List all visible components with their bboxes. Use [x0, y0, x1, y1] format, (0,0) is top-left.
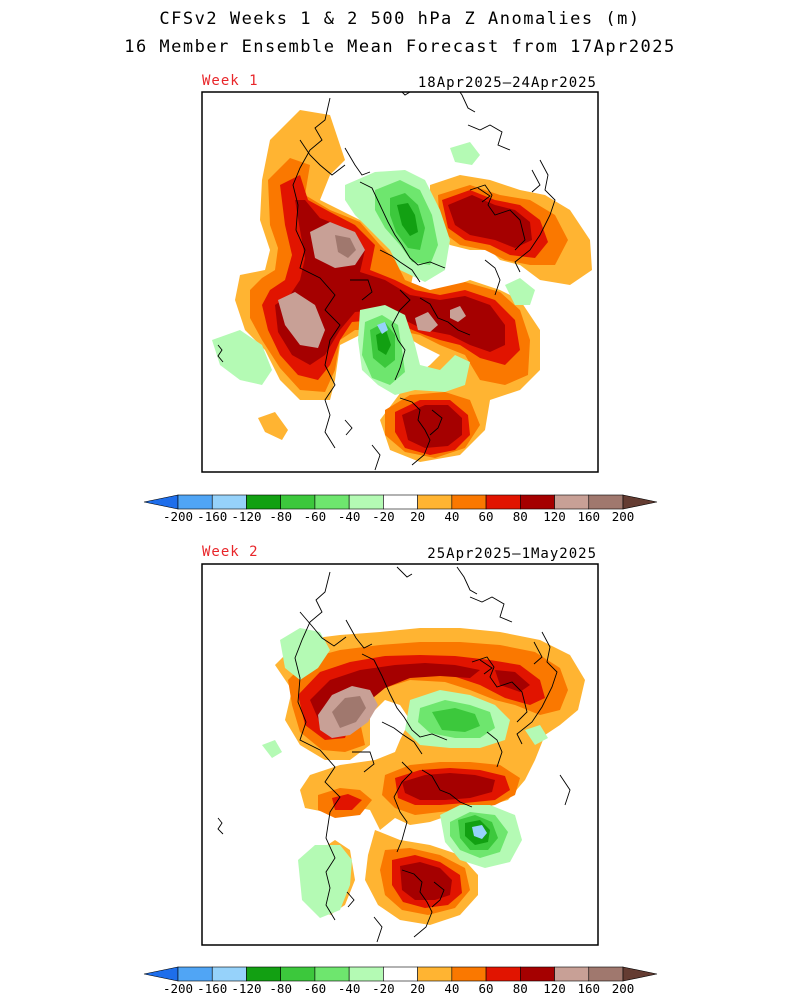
colorbar-week2-swatch-11 [520, 966, 555, 982]
colorbar-week2-label: 80 [513, 981, 528, 996]
colorbar-week2-label: 160 [577, 981, 600, 996]
colorbar-week2-label: 20 [410, 981, 425, 996]
figure-title: CFSv2 Weeks 1 & 2 500 hPa Z Anomalies (m… [159, 9, 641, 29]
colorbar-week2-swatch-12 [554, 966, 590, 982]
colorbar-week1-swatch-9 [451, 494, 487, 510]
colorbar-week2-swatch-1 [177, 966, 213, 982]
colorbar-week1-label: 60 [479, 509, 494, 524]
colorbar-week2-label: -20 [372, 981, 395, 996]
week2-dates: 25Apr2025—1May2025 [427, 546, 597, 562]
colorbar-week1-label: -120 [231, 509, 261, 524]
week1-label: Week 1 [202, 73, 259, 89]
colorbar-week1-label: 80 [513, 509, 528, 524]
colorbar-week2-label: -120 [231, 981, 261, 996]
colorbar-week1-swatch-13 [588, 494, 624, 510]
colorbar-week2-label: -80 [269, 981, 292, 996]
colorbar-week1-label: -40 [338, 509, 361, 524]
week2-frame [201, 563, 599, 946]
colorbar-week1-swatch-11 [520, 494, 555, 510]
colorbar-week1: -200 -160 -120 -80 -60 -40 -20 20 40 60 80 120 160 20… [143, 494, 658, 524]
colorbar-week1-label: -80 [269, 509, 292, 524]
week1-frame [201, 91, 599, 473]
colorbar-week2-swatch-14 [622, 966, 658, 982]
colorbar-week1-label: -60 [304, 509, 327, 524]
colorbar-week1-label: -160 [197, 509, 227, 524]
colorbar-week2-swatch-5 [314, 966, 350, 982]
colorbar-week1-swatch-0 [143, 494, 179, 510]
colorbar-week2-label: 200 [612, 981, 635, 996]
colorbar-week2-swatch-9 [451, 966, 487, 982]
colorbar-week2-swatch-2 [211, 966, 247, 982]
colorbar-week2-swatch-0 [143, 966, 179, 982]
colorbar-week1-swatch-3 [246, 494, 281, 510]
colorbar-week1-label: 200 [612, 509, 635, 524]
colorbar-week2-label: -40 [338, 981, 361, 996]
figure-subtitle: 16 Member Ensemble Mean Forecast from 17… [124, 37, 676, 57]
week2-map [217, 566, 585, 943]
week1-map [212, 92, 592, 471]
colorbar-week1-label: 20 [410, 509, 425, 524]
colorbar-week2-label: 120 [543, 981, 566, 996]
colorbar-week1-swatch-14 [622, 494, 658, 510]
colorbar-week1-swatch-1 [177, 494, 213, 510]
colorbar-week2-swatch-8 [417, 966, 453, 982]
colorbar-week2-label: -60 [304, 981, 327, 996]
colorbar-week2-swatch-10 [485, 966, 521, 982]
colorbar-week2-label: 60 [479, 981, 494, 996]
colorbar-week2-swatch-3 [246, 966, 281, 982]
week1-dates: 18Apr2025—24Apr2025 [417, 75, 597, 91]
colorbar-week2-swatch-13 [588, 966, 624, 982]
colorbar-week2-swatch-4 [280, 966, 316, 982]
colorbar-week1-swatch-7 [383, 494, 418, 510]
colorbar-week2-swatch-6 [348, 966, 384, 982]
colorbar-week2-label: 40 [444, 981, 459, 996]
colorbar-week1-swatch-2 [211, 494, 247, 510]
colorbar-week2-label: -160 [197, 981, 227, 996]
colorbar-week1-label: 40 [444, 509, 459, 524]
colorbar-week2-label: -200 [163, 981, 193, 996]
colorbar-week1-swatch-5 [314, 494, 350, 510]
week2-label: Week 2 [202, 544, 259, 560]
week2-coastlines [217, 566, 571, 943]
colorbar-week1-label: 120 [543, 509, 566, 524]
colorbar-week1-label: -20 [372, 509, 395, 524]
colorbar-week1-swatch-10 [485, 494, 521, 510]
colorbar-week2-swatch-7 [383, 966, 418, 982]
colorbar-week1-label: -200 [163, 509, 193, 524]
colorbar-week1-swatch-4 [280, 494, 316, 510]
colorbar-week1-swatch-12 [554, 494, 590, 510]
week1-coastlines [217, 92, 556, 471]
colorbar-week1-swatch-8 [417, 494, 453, 510]
colorbar-week2: -200 -160 -120 -80 -60 -40 -20 20 40 60 80 120 160 20… [143, 966, 658, 996]
colorbar-week1-swatch-6 [348, 494, 384, 510]
colorbar-week1-label: 160 [577, 509, 600, 524]
